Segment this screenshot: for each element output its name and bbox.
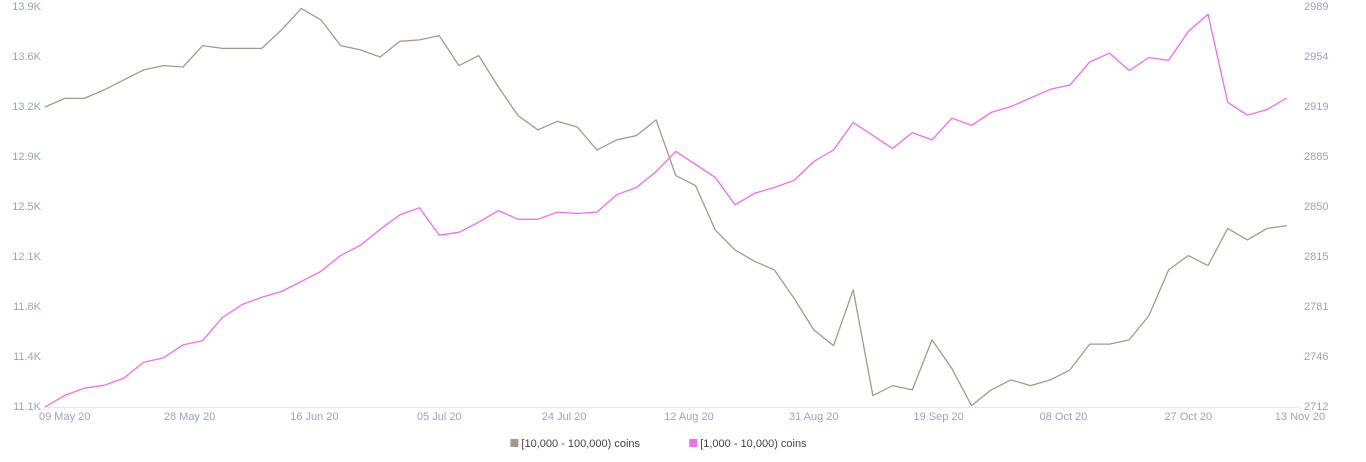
- y-tick-label: 11.1K: [13, 401, 42, 413]
- x-tick-label: 16 Jun 20: [290, 411, 338, 423]
- y2-tick-label: 2746: [1304, 351, 1328, 363]
- y2-tick-label: 2781: [1304, 301, 1328, 313]
- legend-swatch[interactable]: [510, 439, 519, 447]
- y2-tick-label: 2954: [1304, 51, 1328, 63]
- y-tick-label: 13.2K: [12, 101, 41, 113]
- y-tick-label: 12.1K: [12, 251, 41, 263]
- legend-swatch[interactable]: [689, 439, 698, 447]
- y2-tick-label: 2712: [1304, 401, 1328, 413]
- y-tick-label: 12.5K: [12, 201, 41, 213]
- x-tick-label: 12 Aug 20: [664, 411, 714, 423]
- series-line: [44, 13, 1288, 408]
- legend-label[interactable]: [1,000 - 10,000) coins: [700, 438, 807, 450]
- y2-tick-label: 2815: [1304, 251, 1328, 263]
- x-tick-label: 19 Sep 20: [914, 411, 964, 423]
- y-tick-label: 13.6K: [12, 51, 41, 63]
- legend-label[interactable]: [10,000 - 100,000) coins: [521, 438, 640, 450]
- series-line: [44, 7, 1287, 407]
- y2-tick-label: 2919: [1304, 101, 1328, 113]
- y-tick-label: 11.4K: [13, 351, 42, 363]
- x-tick-label: 09 May 20: [39, 411, 90, 423]
- y-tick-label: 11.8K: [13, 301, 42, 313]
- x-tick-label: 24 Jul 20: [542, 411, 587, 423]
- y-tick-label: 12.9K: [12, 151, 41, 163]
- y2-tick-label: 2989: [1304, 1, 1328, 13]
- y2-tick-label: 2850: [1304, 201, 1328, 213]
- x-tick-label: 08 Oct 20: [1040, 411, 1088, 423]
- y-tick-label: 13.9K: [12, 1, 41, 13]
- x-tick-label: 27 Oct 20: [1164, 411, 1212, 423]
- x-tick-label: 13 Nov 20: [1275, 411, 1325, 423]
- y2-tick-label: 2885: [1304, 151, 1328, 163]
- x-tick-label: 05 Jul 20: [417, 411, 462, 423]
- x-tick-label: 31 Aug 20: [789, 411, 839, 423]
- x-tick-label: 28 May 20: [164, 411, 215, 423]
